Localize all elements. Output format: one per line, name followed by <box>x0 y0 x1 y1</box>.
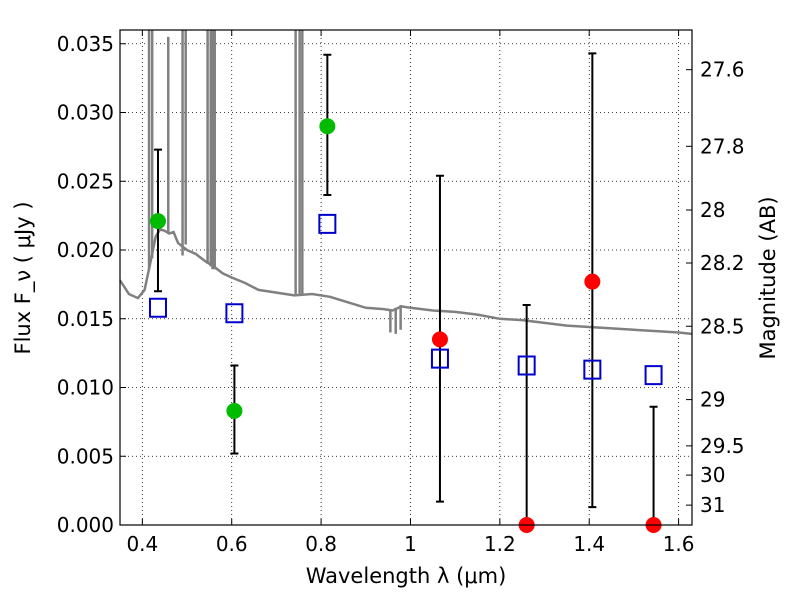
model-flux-square <box>583 359 602 380</box>
mag-tick-label: 29 <box>700 388 725 412</box>
x-tick-label: 1.6 <box>663 532 695 556</box>
error-bars <box>153 52 658 525</box>
model-flux-square <box>517 355 536 376</box>
x-tick-label: 1.2 <box>484 532 516 556</box>
y-axis-label: Flux F_ν ( μJy ) <box>11 201 36 354</box>
model-flux-square <box>318 213 337 234</box>
mag-tick-label: 28.5 <box>700 314 745 338</box>
mag-tick-label: 31 <box>700 493 725 517</box>
y-tick-label: 0.000 <box>57 513 114 537</box>
spectrum-line <box>118 227 693 336</box>
low_significance-point <box>584 273 601 290</box>
right-axis-label: Magnitude (AB) <box>756 196 780 359</box>
axis-ticks: 0.4 0.6 0.8 1 1.2 1.4 1.6 0.000 0.005 0.010 0.015 0… <box>57 30 745 556</box>
x-tick-label: 1.4 <box>573 532 605 556</box>
x-tick-label: 0.6 <box>216 532 248 556</box>
y-tick-label: 0.025 <box>57 169 114 193</box>
detected-point <box>149 213 166 230</box>
x-tick-label: 0.8 <box>305 532 337 556</box>
mag-tick-label: 27.6 <box>700 58 745 82</box>
detected-point <box>319 118 336 135</box>
grid-lines <box>120 30 692 526</box>
x-tick-label: 1 <box>404 532 417 556</box>
x-axis-label: Wavelength λ (μm) <box>306 564 507 588</box>
model-spectrum <box>118 30 693 336</box>
model-flux-square <box>225 303 244 324</box>
mag-tick-label: 30 <box>700 463 725 487</box>
model-flux-square <box>430 348 449 369</box>
y-tick-label: 0.010 <box>57 376 114 400</box>
model-flux-square <box>148 297 167 318</box>
mag-tick-label: 29.5 <box>700 434 745 458</box>
mag-tick-label: 28 <box>700 198 725 222</box>
y-tick-label: 0.035 <box>57 32 114 56</box>
mag-tick-label: 27.8 <box>700 134 745 158</box>
mag-tick-label: 28.2 <box>700 251 745 275</box>
model-flux-square <box>644 365 663 386</box>
y-tick-label: 0.005 <box>57 444 114 468</box>
y-tick-label: 0.030 <box>57 101 114 125</box>
plot-frame <box>119 29 693 526</box>
x-tick-label: 0.4 <box>126 532 158 556</box>
y-tick-label: 0.015 <box>57 307 114 331</box>
low_significance-point <box>431 331 448 348</box>
y-tick-label: 0.020 <box>57 238 114 262</box>
detected-point <box>226 402 243 419</box>
